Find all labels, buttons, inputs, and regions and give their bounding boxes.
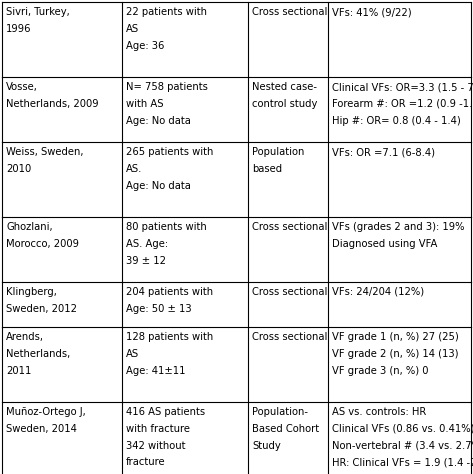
Text: Population
based: Population based: [252, 147, 305, 174]
Text: VFs: OR =7.1 (6-8.4): VFs: OR =7.1 (6-8.4): [332, 147, 435, 157]
Text: AS vs. controls: HR
Clinical VFs (0.86 vs. 0.41%)
Non-vertebral # (3.4 vs. 2.7%): AS vs. controls: HR Clinical VFs (0.86 v…: [332, 407, 473, 474]
Text: VFs (grades 2 and 3): 19%
Diagnosed using VFA: VFs (grades 2 and 3): 19% Diagnosed usin…: [332, 222, 464, 249]
Text: Klingberg,
Sweden, 2012: Klingberg, Sweden, 2012: [6, 287, 77, 314]
Text: Cross sectional: Cross sectional: [252, 7, 328, 17]
Text: Cross sectional: Cross sectional: [252, 287, 328, 297]
Text: Ghozlani,
Morocco, 2009: Ghozlani, Morocco, 2009: [6, 222, 79, 249]
Text: VF grade 1 (n, %) 27 (25)
VF grade 2 (n, %) 14 (13)
VF grade 3 (n, %) 0: VF grade 1 (n, %) 27 (25) VF grade 2 (n,…: [332, 332, 459, 375]
Text: VFs: 24/204 (12%): VFs: 24/204 (12%): [332, 287, 424, 297]
Text: 128 patients with
AS
Age: 41±11: 128 patients with AS Age: 41±11: [126, 332, 213, 375]
Text: Population-
Based Cohort
Study: Population- Based Cohort Study: [252, 407, 319, 451]
Text: VFs: 41% (9/22): VFs: 41% (9/22): [332, 7, 412, 17]
Text: Cross sectional: Cross sectional: [252, 332, 328, 342]
Text: Muñoz-Ortego J,
Sweden, 2014: Muñoz-Ortego J, Sweden, 2014: [6, 407, 86, 434]
Text: N= 758 patients
with AS
Age: No data: N= 758 patients with AS Age: No data: [126, 82, 208, 126]
Text: Weiss, Sweden,
2010: Weiss, Sweden, 2010: [6, 147, 84, 174]
Text: 80 patients with
AS. Age:
39 ± 12: 80 patients with AS. Age: 39 ± 12: [126, 222, 206, 265]
Text: 22 patients with
AS
Age: 36: 22 patients with AS Age: 36: [126, 7, 207, 51]
Text: Arends,
Netherlands,
2011: Arends, Netherlands, 2011: [6, 332, 70, 375]
Text: Nested case-
control study: Nested case- control study: [252, 82, 317, 109]
Text: 204 patients with
Age: 50 ± 13: 204 patients with Age: 50 ± 13: [126, 287, 213, 314]
Text: Vosse,
Netherlands, 2009: Vosse, Netherlands, 2009: [6, 82, 99, 109]
Text: Cross sectional: Cross sectional: [252, 222, 328, 232]
Text: Clinical VFs: OR=3.3 (1.5 - 7.0)
Forearm #: OR =1.2 (0.9 -1.7)
Hip #: OR= 0.8 (0: Clinical VFs: OR=3.3 (1.5 - 7.0) Forearm…: [332, 82, 473, 126]
Text: 416 AS patients
with fracture
342 without
fracture: 416 AS patients with fracture 342 withou…: [126, 407, 205, 467]
Text: Sivri, Turkey,
1996: Sivri, Turkey, 1996: [6, 7, 70, 34]
Text: 265 patients with
AS.
Age: No data: 265 patients with AS. Age: No data: [126, 147, 213, 191]
